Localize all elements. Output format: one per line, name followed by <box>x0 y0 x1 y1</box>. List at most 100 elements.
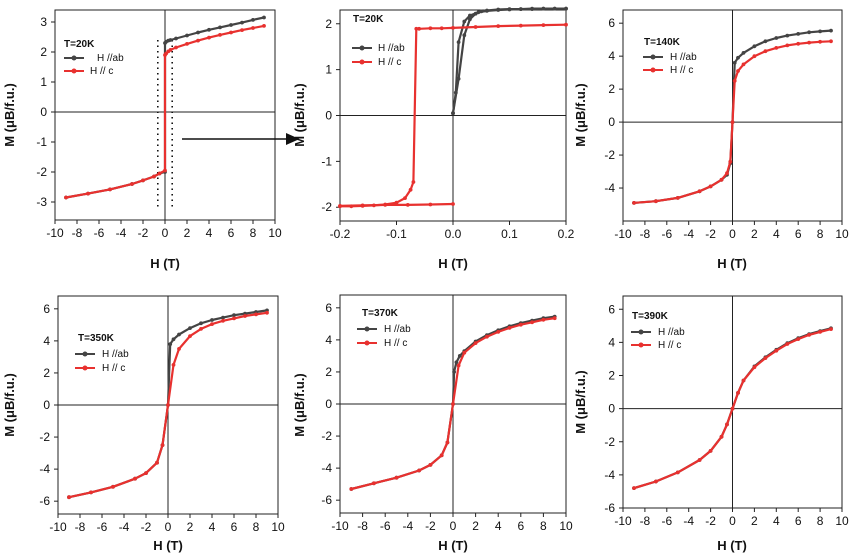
data-point <box>725 422 729 427</box>
data-point <box>174 45 178 50</box>
data-point <box>564 22 568 27</box>
legend-marker-c <box>71 68 77 74</box>
data-point <box>111 484 115 489</box>
data-point <box>383 203 388 207</box>
data-point <box>741 51 746 55</box>
data-point <box>451 26 455 30</box>
data-point <box>530 6 534 11</box>
x-tick-label: -4 <box>683 227 694 241</box>
y-tick-label: 2 <box>325 17 332 31</box>
data-point <box>417 26 421 31</box>
x-tick-label: -4 <box>402 519 413 533</box>
y-tick-label: -6 <box>604 501 615 515</box>
data-point <box>675 196 680 200</box>
temperature-label: T=140K <box>644 37 681 48</box>
y-tick-label: -2 <box>321 200 332 214</box>
legend-label-c: H // c <box>102 363 125 374</box>
x-tick-label: 6 <box>795 227 802 241</box>
data-point <box>732 79 737 83</box>
data-point <box>108 187 112 192</box>
data-point <box>445 440 450 445</box>
data-point <box>697 458 702 462</box>
data-point <box>774 348 779 353</box>
data-point <box>163 168 167 173</box>
x-tick-label: 0.2 <box>558 227 575 241</box>
x-tick-label: -2 <box>425 519 436 533</box>
x-axis-title: H (T) <box>153 538 183 553</box>
data-point <box>541 23 546 27</box>
data-point <box>752 365 757 370</box>
y-axis-title: M (μB/f.u.) <box>573 83 588 147</box>
legend-marker-ab <box>650 54 656 60</box>
x-tick-label: 8 <box>253 520 260 534</box>
x-axis-title: H (T) <box>717 256 747 271</box>
x-tick-label: -8 <box>75 520 86 534</box>
data-point <box>130 182 134 186</box>
data-point <box>414 26 419 31</box>
y-tick-label: 4 <box>43 334 50 348</box>
data-point <box>456 40 461 44</box>
x-tick-label: 6 <box>795 514 802 528</box>
chart-panel-d: M (μB/f.u.) H (T) T=350K H //ab H // c -… <box>2 295 285 553</box>
x-tick-label: 4 <box>206 226 213 240</box>
data-point <box>428 202 433 207</box>
x-tick-label: 6 <box>517 519 524 533</box>
data-point <box>632 486 636 490</box>
legend-label-ab: H //ab <box>97 53 124 64</box>
data-point <box>240 20 244 25</box>
x-tick-label: -4 <box>683 514 694 528</box>
data-point <box>141 178 145 183</box>
data-point <box>232 316 236 321</box>
data-point <box>394 200 399 205</box>
data-point <box>774 36 779 40</box>
y-tick-label: 2 <box>608 369 615 383</box>
legend-label-ab: H //ab <box>378 43 405 54</box>
data-point <box>188 326 192 330</box>
chart-panel-e: M (μB/f.u.) H (T) T=370K H //ab H // c -… <box>292 294 573 553</box>
data-point <box>168 38 173 42</box>
y-axis-title: M (μB/f.u.) <box>2 373 17 437</box>
chart-panel-b: M (μB/f.u.) H (T) T=20K H //ab H // c -0… <box>292 6 575 271</box>
x-tick-label: -6 <box>94 226 105 240</box>
legend-marker-ab <box>364 326 370 332</box>
data-point <box>177 347 181 351</box>
data-point <box>541 6 546 11</box>
data-point <box>807 40 811 45</box>
y-axis-title: M (μB/f.u.) <box>2 83 17 147</box>
data-point <box>496 7 501 12</box>
data-point <box>439 453 444 458</box>
y-tick-label: 0 <box>608 402 615 416</box>
y-tick-label: -2 <box>39 430 50 444</box>
y-tick-label: 6 <box>43 302 50 316</box>
x-tick-label: 2 <box>751 514 758 528</box>
data-point <box>654 479 658 484</box>
x-tick-label: 8 <box>250 226 257 240</box>
data-point <box>518 23 523 28</box>
data-point <box>262 24 266 28</box>
data-point <box>732 60 737 65</box>
data-point <box>473 11 478 16</box>
x-tick-label: -10 <box>614 514 632 528</box>
x-tick-label: -10 <box>46 226 64 240</box>
x-tick-label: 4 <box>773 514 780 528</box>
legend-marker-c <box>650 67 656 73</box>
legend-marker-c <box>359 59 365 65</box>
data-point <box>829 327 833 331</box>
data-point <box>188 334 192 338</box>
legend-marker-ab <box>638 329 644 335</box>
data-point <box>462 33 467 38</box>
data-point <box>199 327 203 331</box>
y-axis-title: M (μB/f.u.) <box>292 83 307 147</box>
data-point <box>736 55 740 60</box>
data-point <box>177 332 181 337</box>
data-point <box>229 30 233 35</box>
x-tick-label: 2 <box>187 520 194 534</box>
y-tick-label: 2 <box>608 82 615 96</box>
x-tick-label: 2 <box>472 519 479 533</box>
data-point <box>166 403 170 407</box>
data-point <box>171 337 176 342</box>
data-point <box>456 76 461 81</box>
data-point <box>67 495 71 500</box>
data-point <box>89 490 93 495</box>
